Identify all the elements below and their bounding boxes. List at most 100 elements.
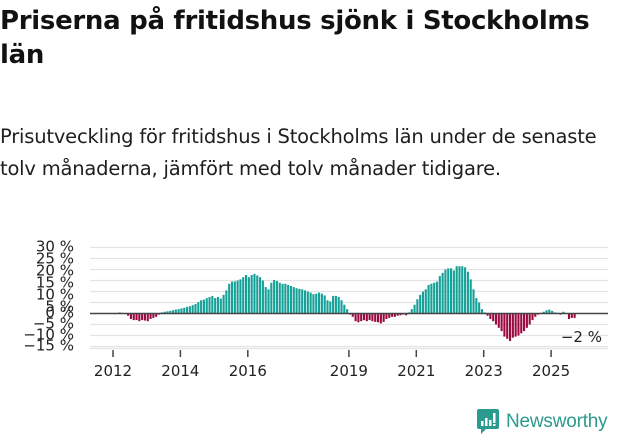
bar [469, 279, 472, 314]
bar [208, 297, 211, 314]
bar [180, 308, 183, 314]
bar [194, 304, 197, 314]
newsworthy-logo[interactable]: Newsworthy [476, 408, 608, 436]
bar [303, 290, 307, 314]
x-tick-label: 2023 [465, 362, 503, 380]
x-tick-label: 2025 [532, 362, 570, 380]
bar [278, 282, 281, 314]
bar [385, 313, 388, 319]
y-tick-label: 10 % [36, 286, 74, 304]
bar [256, 275, 259, 314]
bar [284, 283, 287, 314]
bar [388, 313, 391, 318]
bar [458, 266, 461, 314]
bar [329, 301, 332, 314]
bar [149, 313, 152, 319]
bar [416, 299, 419, 314]
bar [309, 292, 312, 314]
bar [396, 313, 399, 316]
bar [427, 284, 430, 314]
bar [219, 298, 222, 314]
bar [253, 273, 256, 314]
bar [551, 310, 554, 314]
bar [289, 286, 293, 314]
bar [548, 309, 551, 314]
bar [155, 313, 158, 317]
bar [233, 281, 236, 314]
bar [337, 297, 340, 314]
bar [567, 313, 571, 319]
bar [452, 270, 455, 314]
bar [205, 298, 208, 314]
bar [517, 313, 520, 336]
bar [287, 284, 290, 314]
bar [362, 313, 366, 321]
bar [391, 313, 394, 317]
bar [312, 294, 315, 314]
bar [340, 300, 343, 314]
bar [506, 313, 509, 339]
bar [438, 276, 441, 314]
bar [334, 295, 337, 314]
bar [264, 287, 267, 314]
y-tick-label: 20 % [36, 262, 74, 280]
bar [562, 311, 565, 314]
bar [298, 288, 301, 314]
bar [405, 313, 408, 316]
bar [450, 268, 453, 314]
bar [441, 272, 444, 314]
bar [292, 287, 295, 314]
bar [497, 313, 500, 328]
bar [174, 309, 177, 314]
bar [354, 313, 357, 322]
bar [129, 313, 132, 319]
bar [273, 280, 276, 314]
bar [225, 290, 228, 314]
bar [430, 283, 433, 314]
bar [261, 280, 264, 314]
bar [191, 305, 194, 314]
bar [143, 313, 146, 321]
bar [216, 297, 220, 314]
bar [399, 313, 402, 316]
bar [351, 313, 354, 317]
bar [447, 268, 450, 314]
bar [433, 282, 436, 314]
bar [413, 304, 416, 314]
bar [301, 289, 304, 314]
bar [464, 267, 467, 314]
bar [421, 291, 425, 314]
bar [525, 313, 528, 328]
bar [374, 313, 377, 322]
bar [500, 313, 503, 332]
bar [214, 298, 217, 314]
bar [211, 295, 214, 314]
bar [531, 313, 534, 321]
bar [486, 313, 489, 316]
bar [202, 299, 205, 314]
bar [127, 313, 130, 316]
page-title: Priserna på fritidshus sjönk i Stockholm… [0, 6, 590, 70]
bar [141, 313, 144, 321]
y-axis-labels: 30 %25 %20 %15 %10 %5 %0 %−5 %−10 %−15 % [23, 238, 74, 355]
bar [444, 269, 447, 314]
x-tick-label: 2012 [94, 362, 132, 380]
bar [343, 304, 346, 314]
bar [494, 313, 498, 325]
bar [188, 306, 191, 314]
bar [295, 288, 298, 314]
bars [118, 266, 576, 341]
bar [424, 289, 427, 314]
bar [545, 310, 548, 314]
bar [169, 310, 172, 314]
bar [346, 309, 349, 314]
bar [267, 289, 270, 314]
bar [186, 306, 189, 314]
bar [239, 279, 242, 314]
bar [511, 313, 514, 338]
bar [503, 313, 506, 337]
newsworthy-logo-icon [477, 409, 499, 434]
bar [320, 293, 323, 314]
bar-chart: 30 % 25 % 20 % 15 % 10 % 5 % 0 % −5 % −10 % −15 %… [0, 238, 631, 388]
bar [480, 309, 483, 314]
